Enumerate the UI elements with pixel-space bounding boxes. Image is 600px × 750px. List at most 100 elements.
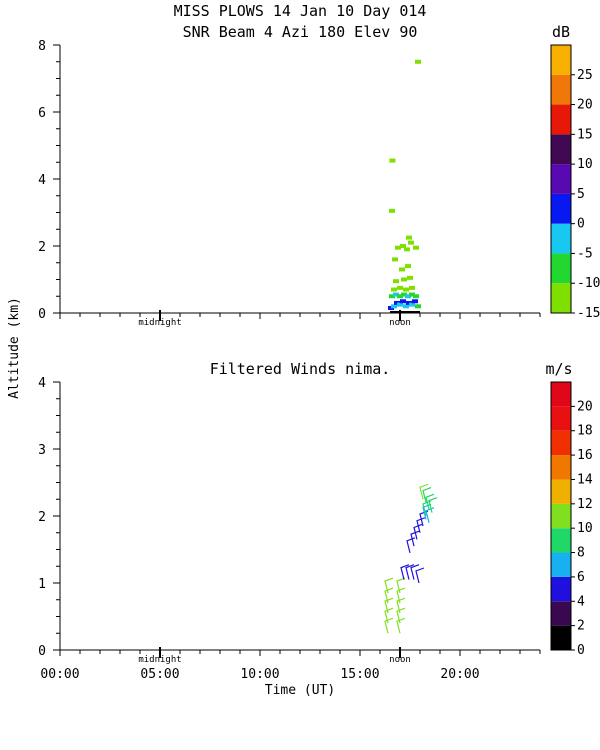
wind-barb bbox=[425, 493, 435, 510]
snr-cell bbox=[389, 158, 396, 163]
snr-cell bbox=[413, 294, 419, 299]
colorbar-segment bbox=[551, 503, 571, 529]
colorbar-segment bbox=[551, 223, 571, 254]
colorbar-segment bbox=[551, 253, 571, 284]
snr-cell bbox=[403, 304, 409, 309]
colorbar-tick-label: 0 bbox=[577, 217, 585, 232]
y-tick-label: 6 bbox=[38, 106, 46, 121]
colorbar-segment bbox=[551, 382, 571, 407]
snr-cell bbox=[391, 304, 397, 309]
y-tick-label: 4 bbox=[38, 376, 46, 391]
snr-cell bbox=[400, 244, 406, 248]
snr-cell bbox=[401, 277, 407, 282]
colorbar-tick-label: 10 bbox=[577, 521, 593, 536]
snr-cell bbox=[401, 292, 407, 297]
colorbar-tick-label: 4 bbox=[577, 594, 585, 609]
snr-cell bbox=[389, 294, 395, 299]
colorbar-segment bbox=[551, 479, 571, 504]
panel1-midnight-label: midnight bbox=[138, 318, 181, 328]
snr-cell bbox=[397, 285, 403, 290]
colorbar-segment bbox=[551, 193, 571, 224]
colorbar-tick-label: 20 bbox=[577, 399, 593, 414]
snr-cell bbox=[403, 287, 409, 292]
colorbar-segment bbox=[551, 576, 571, 602]
y-tick-label: 3 bbox=[38, 443, 46, 458]
colorbar-tick-label: 16 bbox=[577, 448, 593, 463]
colorbar-frame bbox=[550, 381, 572, 651]
snr-cell bbox=[413, 245, 419, 250]
wind-barb bbox=[396, 607, 406, 624]
x-tick-label: 10:00 bbox=[240, 667, 279, 682]
x-tick-label: 20:00 bbox=[440, 667, 479, 682]
colorbar-tick-label: 25 bbox=[577, 68, 593, 83]
wind-barb bbox=[384, 597, 394, 614]
panel1-noon-label: noon bbox=[389, 318, 411, 328]
snr-cell bbox=[397, 294, 403, 299]
wind-barb bbox=[415, 567, 425, 584]
colorbar-segment bbox=[551, 430, 571, 456]
y-tick-label: 2 bbox=[38, 510, 46, 525]
colorbar-tick-label: 15 bbox=[577, 127, 593, 142]
colorbar-segment bbox=[551, 601, 571, 626]
snr-cell bbox=[405, 264, 411, 269]
colorbar-segment bbox=[551, 625, 571, 650]
y-tick-label: 2 bbox=[38, 240, 46, 255]
ground-band bbox=[390, 311, 420, 313]
y-tick-label: 4 bbox=[38, 173, 46, 188]
wind-barb bbox=[384, 577, 394, 594]
wind-barb bbox=[410, 530, 420, 547]
wind-barb bbox=[396, 577, 406, 594]
colorbar1-unit: dB bbox=[552, 23, 570, 41]
snr-cell bbox=[409, 302, 415, 307]
snr-cell bbox=[404, 247, 410, 252]
wind-barb bbox=[413, 523, 423, 540]
colorbar-tick-label: 12 bbox=[577, 497, 593, 512]
wind-barb bbox=[425, 507, 435, 523]
wind-barb bbox=[410, 564, 420, 580]
panel2-noon-label: noon bbox=[389, 655, 411, 665]
snr-cell bbox=[406, 235, 412, 240]
colorbar-segment bbox=[551, 164, 571, 194]
snr-cell bbox=[407, 275, 413, 280]
colorbar-tick-label: 6 bbox=[577, 570, 585, 585]
snr-cell bbox=[391, 287, 397, 292]
panel2-title: Filtered Winds nima. bbox=[210, 360, 391, 378]
snr-cell bbox=[399, 267, 405, 272]
colorbar-segment bbox=[551, 455, 571, 480]
snr-cell bbox=[409, 285, 415, 290]
y-tick-label: 8 bbox=[38, 39, 46, 54]
snr-cell bbox=[415, 304, 421, 309]
colorbar-segment bbox=[551, 528, 571, 553]
snr-cell bbox=[392, 257, 398, 262]
snr-cell bbox=[405, 294, 411, 299]
wind-barb bbox=[419, 483, 429, 500]
wind-barb bbox=[400, 564, 410, 580]
y-tick-label: 1 bbox=[38, 577, 46, 592]
snr-cell bbox=[412, 299, 418, 304]
chart-marks: 02468-15-10-5051015202501234024681012141… bbox=[38, 39, 600, 659]
x-tick-label: 05:00 bbox=[140, 667, 179, 682]
figure-title-line1: MISS PLOWS 14 Jan 10 Day 014 bbox=[174, 2, 427, 20]
snr-cell bbox=[409, 292, 415, 297]
colorbar-segment bbox=[551, 104, 571, 135]
colorbar-segment bbox=[551, 134, 571, 165]
wind-barb bbox=[396, 597, 406, 614]
colorbar-segment bbox=[551, 406, 571, 431]
y-tick-label: 0 bbox=[38, 307, 46, 322]
snr-cell bbox=[389, 208, 395, 213]
wind-barb bbox=[416, 517, 426, 533]
colorbar-segment bbox=[551, 45, 571, 75]
colorbar-segment bbox=[551, 283, 571, 313]
snr-cell bbox=[393, 279, 399, 284]
wind-barb bbox=[384, 607, 394, 624]
panel2-axes bbox=[59, 382, 540, 651]
colorbar-tick-label: 10 bbox=[577, 157, 593, 172]
panel1-axes bbox=[59, 45, 540, 314]
snr-cell bbox=[397, 302, 403, 307]
wind-barb bbox=[422, 500, 432, 517]
panel1-title: SNR Beam 4 Azi 180 Elev 90 bbox=[183, 23, 418, 41]
colorbar-segment bbox=[551, 74, 571, 105]
wind-barb bbox=[384, 587, 394, 604]
wind-barb bbox=[428, 497, 438, 513]
